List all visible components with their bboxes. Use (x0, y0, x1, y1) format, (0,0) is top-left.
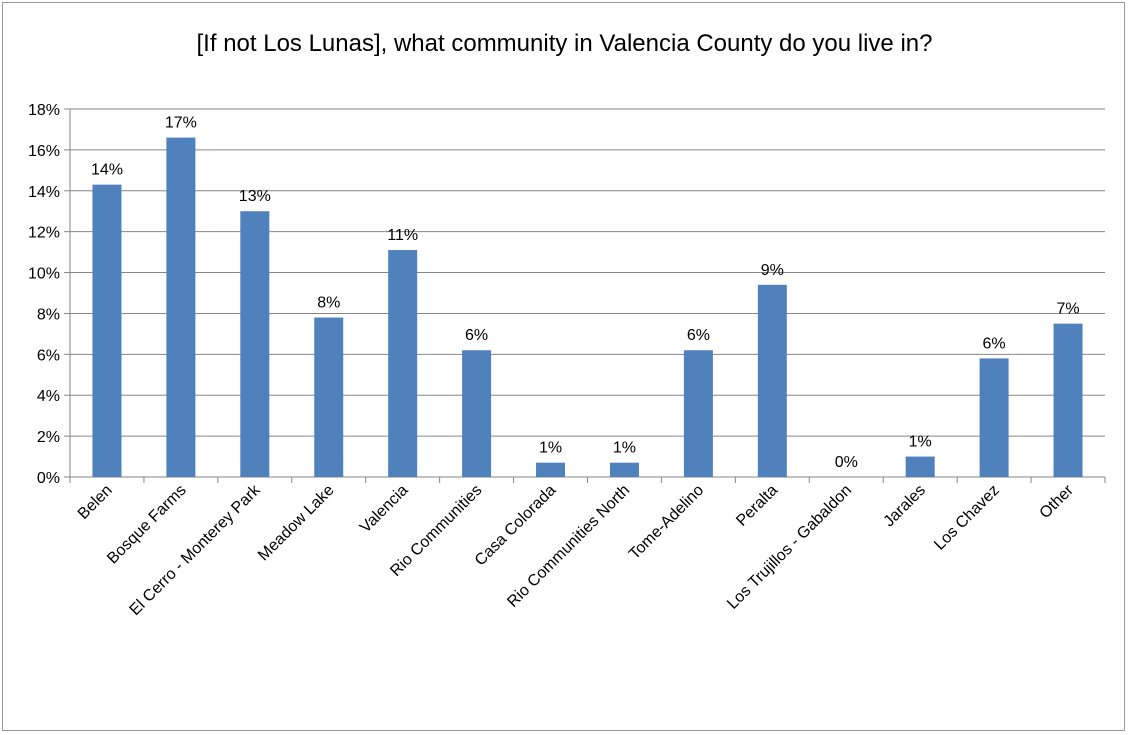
category-label: Other (1037, 481, 1078, 522)
data-label: 6% (983, 335, 1006, 352)
category-label: El Cerro - Monterey Park (127, 481, 265, 619)
bar (757, 284, 787, 477)
bar (979, 358, 1009, 477)
data-label: 1% (909, 434, 932, 451)
category-label: Tome-Adelino (626, 482, 707, 563)
data-label: 8% (317, 295, 340, 312)
category-label: Belen (75, 482, 116, 523)
category-label: Valencia (357, 482, 412, 537)
category-label: Bosque Farms (104, 482, 190, 568)
bar (92, 184, 122, 477)
y-tick-label: 16% (28, 143, 60, 160)
data-label: 7% (1056, 301, 1079, 318)
y-tick-label: 4% (37, 388, 60, 405)
bar (536, 462, 566, 477)
y-tick-label: 2% (37, 429, 60, 446)
bar (1053, 323, 1083, 477)
bars (92, 137, 1083, 477)
bar (462, 350, 492, 477)
chart-title: [If not Los Lunas], what community in Va… (196, 30, 933, 57)
y-tick-label: 8% (37, 306, 60, 323)
category-label: Rio Communities North (504, 482, 633, 611)
bar (388, 250, 418, 477)
bar (609, 462, 639, 477)
bar (905, 456, 935, 477)
y-tick-label: 10% (28, 266, 60, 283)
bar (683, 350, 713, 477)
y-tick-label: 18% (28, 102, 60, 119)
data-label: 6% (465, 327, 488, 344)
bar (314, 317, 344, 477)
data-label: 9% (761, 262, 784, 279)
y-tick-label: 14% (28, 184, 60, 201)
axes (64, 108, 1106, 483)
bar (166, 137, 196, 477)
category-label: Peralta (733, 482, 781, 530)
data-label: 0% (835, 454, 858, 471)
data-label: 17% (165, 115, 197, 132)
data-label: 1% (613, 440, 636, 457)
category-label: Jarales (881, 482, 929, 530)
y-tick-label: 6% (37, 347, 60, 364)
category-label: Los Trujillos - Gabaldon (724, 482, 855, 613)
data-label: 13% (239, 188, 271, 205)
data-label: 1% (539, 440, 562, 457)
gridlines (70, 108, 1105, 437)
y-tick-label: 12% (28, 225, 60, 242)
category-label: Meadow Lake (255, 482, 338, 565)
data-label: 11% (387, 227, 418, 244)
category-label: Los Chavez (931, 482, 1003, 554)
data-label: 14% (91, 162, 123, 179)
bar (240, 211, 270, 477)
y-tick-label: 0% (37, 470, 60, 487)
data-label: 6% (687, 327, 710, 344)
